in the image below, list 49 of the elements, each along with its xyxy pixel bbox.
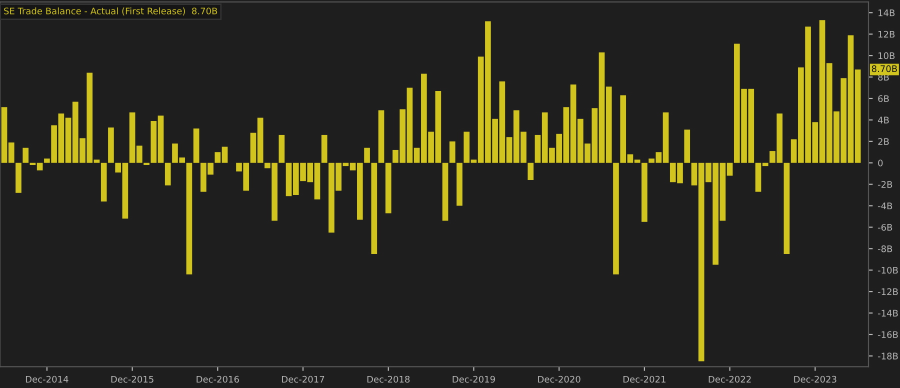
- y-tick-label: -8B: [878, 245, 892, 252]
- bar: [528, 162, 534, 180]
- text: SE Trade Balance - Actual (First Release) 8.70B: [4, 7, 218, 16]
- bar: [22, 148, 29, 163]
- y-tick-label: -10B: [878, 266, 898, 274]
- bar: [278, 134, 285, 163]
- x-tick-label: Dec-2017: [282, 376, 324, 383]
- y-tick-label: -6B: [878, 224, 892, 231]
- bar: [613, 162, 619, 274]
- bar: [442, 162, 448, 221]
- bar: [371, 162, 378, 254]
- bar: [684, 130, 690, 163]
- bar: [164, 162, 171, 186]
- y-tick-label: 0: [878, 160, 883, 166]
- x-tick-label: Dec-2019: [452, 376, 495, 383]
- y-tick-label: -16B: [878, 331, 898, 338]
- bar: [449, 141, 456, 163]
- y-tick-label: -18B: [878, 352, 898, 360]
- x-tick-label: Dec-2018: [367, 376, 410, 383]
- bar: [642, 162, 648, 222]
- x-tick-label: Dec-2014: [26, 376, 68, 383]
- y-tick-label: 2B: [878, 138, 889, 145]
- bar: [378, 110, 384, 163]
- y-tick-label: 10B: [878, 52, 895, 60]
- bar: [364, 148, 370, 163]
- y-tick-label: 14B: [878, 10, 895, 16]
- x-tick-label: Dec-2022: [708, 376, 751, 383]
- x-tick-label: Dec-2016: [196, 376, 239, 383]
- bar: [385, 162, 392, 214]
- bar: [193, 128, 200, 163]
- bar: [100, 162, 107, 202]
- y-tick-label: -14B: [878, 310, 898, 316]
- bar: [108, 127, 114, 163]
- y-tick-label: 12B: [878, 30, 895, 38]
- bar: [321, 134, 328, 163]
- x-tick-label: Dec-2020: [538, 376, 580, 383]
- bar: [186, 162, 192, 274]
- y-tick-label: -2B: [878, 181, 892, 188]
- bar: [456, 162, 462, 206]
- y-tick-label: 4B: [878, 116, 889, 124]
- x-tick-label: Dec-2023: [794, 376, 836, 383]
- y-tick-label: -4B: [878, 202, 892, 210]
- x-tick-label: Dec-2021: [623, 376, 666, 383]
- y-tick-label: 6B: [878, 95, 889, 102]
- bar: [16, 162, 22, 193]
- annotation: 8.70B: [872, 65, 897, 72]
- y-tick-label: -12B: [878, 288, 898, 295]
- bar: [784, 162, 790, 254]
- x-tick-label: Dec-2015: [111, 376, 154, 383]
